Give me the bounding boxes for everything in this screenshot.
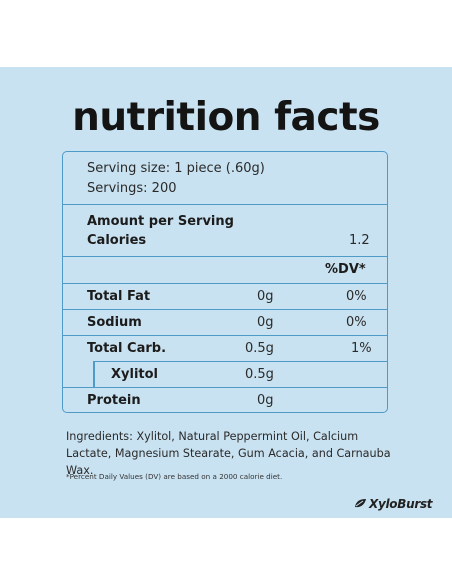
brand-logo: XyloBurst [354,497,433,512]
nutrient-name: Protein [87,393,141,408]
nutrient-name: Xylitol [111,367,159,382]
amount-header: Amount per Serving [87,214,234,229]
servings-count: Servings: 200 [87,181,177,196]
nutrient-amount: 0.5g [245,341,274,356]
nutrient-amount: 0g [257,289,274,304]
nutrient-amount: 0g [257,393,274,408]
indent-line [93,361,95,387]
leaf-icon [354,498,367,512]
nutrient-amount: 0g [257,315,274,330]
ingredients-text: Ingredients: Xylitol, Natural Peppermint… [66,430,391,477]
nutrient-dv: 1% [351,341,372,356]
nutrient-row: Total Fat 0g 0% [63,283,387,309]
nutrition-panel: nutrition facts Serving size: 1 piece (.… [0,67,452,518]
dv-header-row: %DV* [63,256,387,283]
serving-size: Serving size: 1 piece (.60g) [87,161,265,176]
page-title: nutrition facts [72,95,380,140]
brand-name: XyloBurst [369,497,433,511]
nutrient-row: Xylitol 0.5g [63,361,387,387]
indent-mask [63,361,93,387]
nutrient-row: Total Carb. 0.5g 1% [63,335,387,361]
nutrient-name: Total Carb. [87,341,167,356]
nutrient-name: Sodium [87,315,142,330]
dv-footnote: *Percent Daily Values (DV) are based on … [66,472,283,481]
calories-value: 1.2 [349,233,370,248]
nutrient-amount: 0.5g [245,367,274,382]
nutrient-row: Sodium 0g 0% [63,309,387,335]
nutrient-dv: 0% [346,315,367,330]
serving-block: Serving size: 1 piece (.60g) Servings: 2… [63,152,387,204]
nutrition-table: Serving size: 1 piece (.60g) Servings: 2… [62,151,388,413]
amount-block: Amount per Serving Calories 1.2 [63,204,387,256]
nutrient-name: Total Fat [87,289,151,304]
nutrient-dv: 0% [346,289,367,304]
nutrient-row: Protein 0g [63,387,387,412]
dv-header: %DV* [325,262,366,277]
calories-label: Calories [87,233,147,248]
